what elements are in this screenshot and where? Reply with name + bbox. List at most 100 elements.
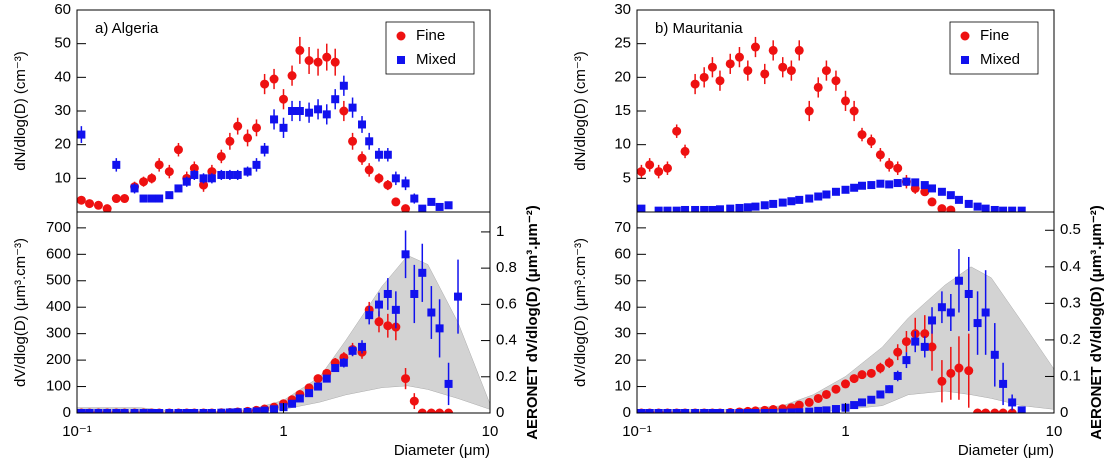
marker [252,160,261,169]
y2-tick-label: 0.2 [496,368,517,385]
marker [867,181,876,190]
y-tick-label: 200 [46,351,71,368]
y-tick-label: 700 [46,219,71,236]
marker [279,123,288,132]
marker [964,289,973,298]
y-tick-label: 25 [614,35,631,52]
marker [357,153,367,163]
legend-label: Fine [416,27,445,44]
marker [911,337,920,346]
marker [401,374,411,384]
marker [348,103,357,112]
y2-axis-title: AERONET dV/dlog(D) (μm³.μm⁻²) [1088,205,1105,440]
panel-label: b) Mauritania [655,20,743,37]
y-tick-label: 15 [614,102,631,119]
marker [750,42,760,52]
y-tick-label: 10 [54,169,71,186]
marker [850,401,859,410]
marker [270,405,279,413]
marker [920,329,930,339]
marker [920,342,929,351]
plot-area [637,249,1054,413]
marker [435,202,444,211]
marker [981,308,990,317]
marker [973,319,982,328]
marker [672,206,681,212]
aeronet-band [637,266,1054,413]
marker [928,184,937,193]
marker [410,194,419,203]
y-tick-label: 10 [614,136,631,153]
marker [794,45,804,55]
marker [401,179,410,188]
marker [383,150,392,159]
marker [1017,406,1026,413]
marker [841,379,850,389]
marker [130,409,139,413]
marker [937,303,946,312]
marker [743,409,752,413]
marker [322,52,332,62]
marker [964,366,974,376]
marker [707,62,717,72]
marker [663,206,672,212]
marker [866,368,876,378]
marker [252,407,261,413]
marker [708,205,717,212]
marker [875,150,885,160]
marker [893,163,903,173]
marker [794,400,804,410]
marker [778,198,787,207]
marker [814,406,823,413]
marker [751,202,760,211]
marker [165,191,174,200]
y2-tick-label: 0.2 [1060,331,1081,348]
marker [165,409,174,413]
marker [734,52,744,62]
legend-box [385,21,475,75]
y-tick-label: 40 [614,298,631,315]
marker [295,394,304,403]
marker [374,317,384,327]
marker [760,409,769,413]
marker [365,311,374,320]
marker [645,409,654,413]
marker [243,407,252,413]
marker [920,181,929,190]
marker [1007,408,1017,413]
marker [444,379,453,388]
marker [111,194,121,204]
marker [322,374,331,383]
marker [444,201,453,210]
marker [999,206,1008,212]
marker [339,106,349,116]
marker [77,409,86,413]
marker [365,137,374,146]
y-tick-label: 20 [614,68,631,85]
legend-label: Fine [980,27,1009,44]
y-tick-label: 500 [46,272,71,289]
marker [760,201,769,210]
marker [700,409,709,413]
marker [174,184,183,193]
y2-tick-label: 0.3 [1060,294,1081,311]
x-axis-title: Diameter (μm) [958,442,1054,459]
y-tick-label: 50 [54,35,71,52]
marker [444,408,454,413]
marker [946,191,955,200]
marker [374,150,383,159]
marker [946,308,955,317]
marker [435,408,445,413]
marker [364,165,374,175]
y-tick-label: 50 [614,272,631,289]
marker [990,408,1000,413]
marker [708,409,717,413]
legend-marker [397,56,405,64]
y-tick-label: 300 [46,325,71,342]
aeronet-band [77,255,490,413]
marker [251,123,261,133]
y2-tick-label: 0 [496,404,504,421]
marker [102,204,112,212]
marker [778,62,788,72]
